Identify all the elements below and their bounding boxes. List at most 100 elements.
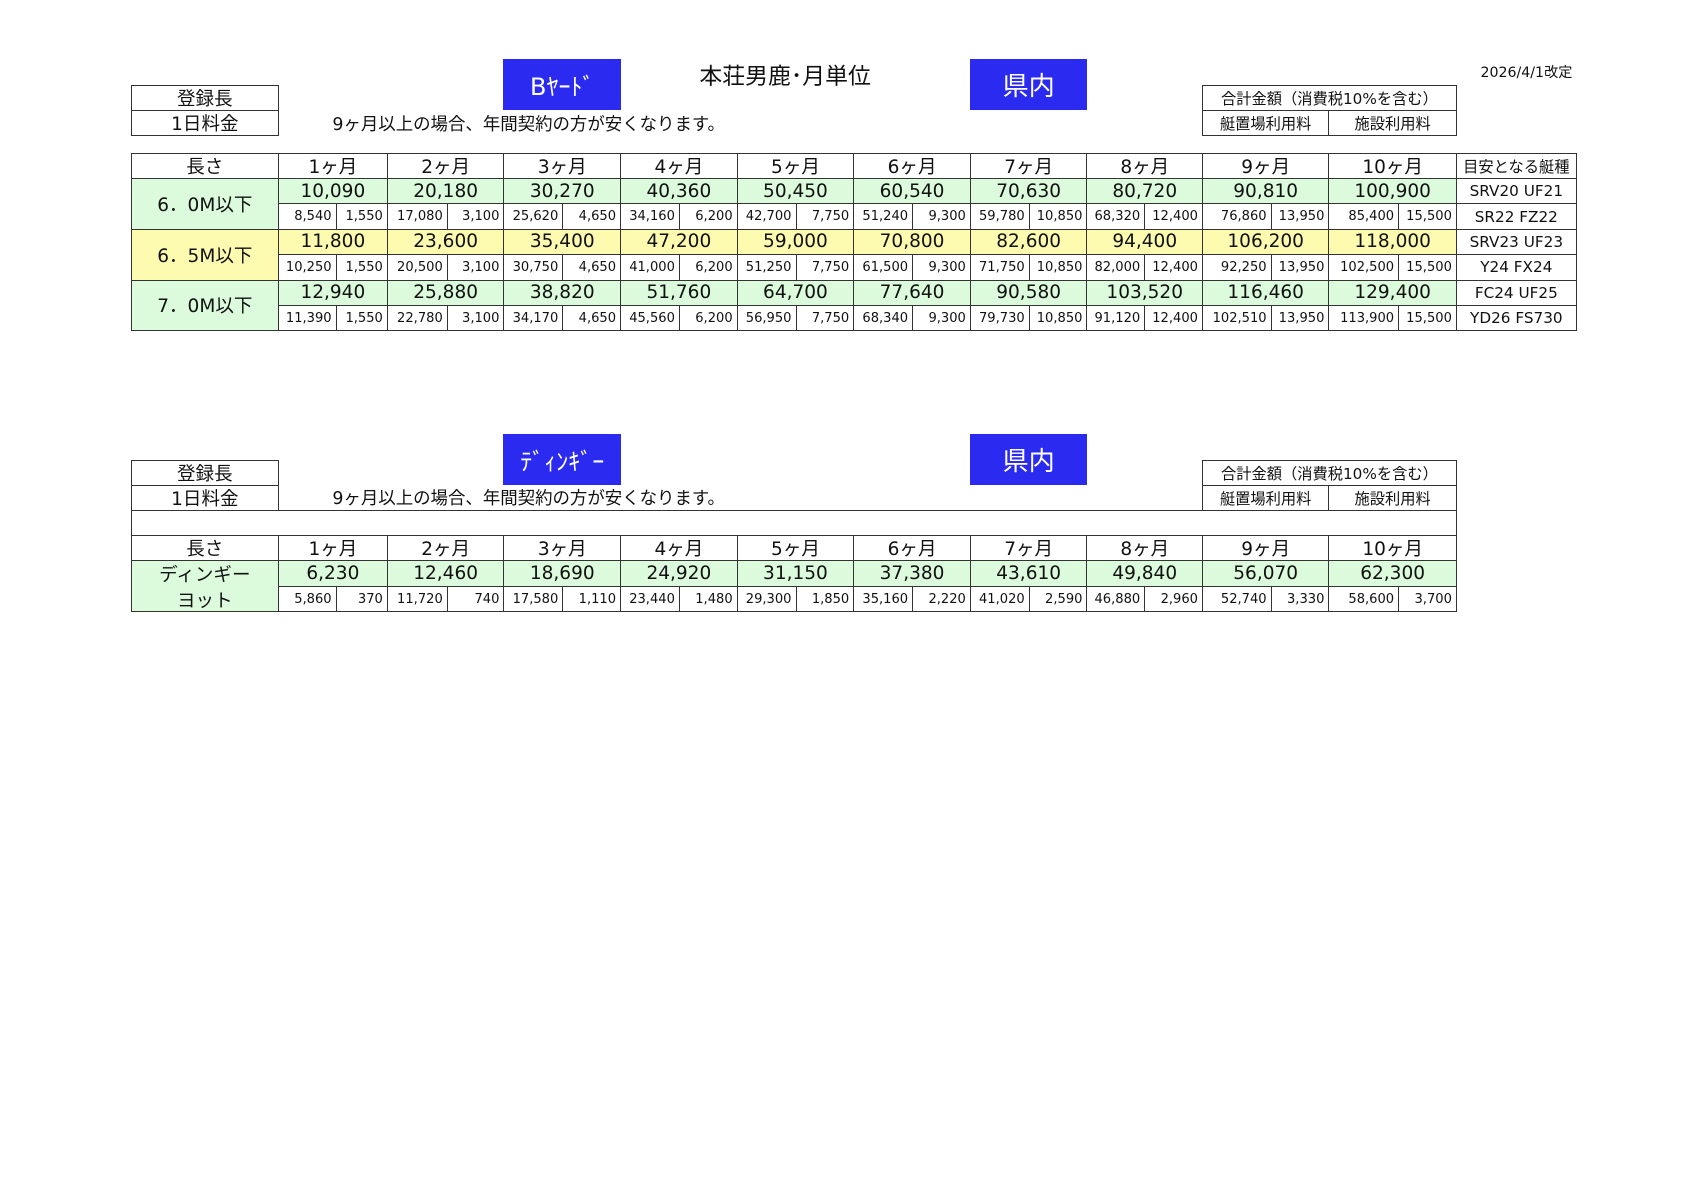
berth-fee: 45,560 xyxy=(620,304,680,332)
total-fee: 40,360 xyxy=(620,177,738,205)
berth-fee: 58,600 xyxy=(1328,585,1400,613)
facility-fee: 12,400 xyxy=(1144,254,1203,281)
berth-fee: 59,780 xyxy=(969,203,1030,230)
column-header: 目安となる艇種 xyxy=(1455,152,1577,179)
total-fee: 64,700 xyxy=(736,279,855,306)
berth-fee: 35,160 xyxy=(853,585,914,613)
berth-fee: 71,750 xyxy=(969,254,1030,281)
berth-fee: 52,740 xyxy=(1201,585,1272,613)
total-fee: 43,610 xyxy=(969,560,1088,587)
facility-fee: 2,960 xyxy=(1144,585,1203,613)
facility-fee: 1,550 xyxy=(335,254,388,281)
empty-row xyxy=(130,510,1457,537)
note: 9ヶ月以上の場合、年間契約の方が安くなります。 xyxy=(332,114,725,135)
column-header: 7ヶ月 xyxy=(969,152,1088,179)
label-daily: 1日料金 xyxy=(130,110,279,137)
total-fee: 18,690 xyxy=(503,560,622,587)
facility-fee: 12,400 xyxy=(1144,304,1203,332)
berth-fee: 102,510 xyxy=(1201,304,1272,332)
total-fee: 38,820 xyxy=(503,279,622,306)
facility-fee: 3,700 xyxy=(1398,585,1457,613)
facility-fee: 7,750 xyxy=(795,203,855,230)
facility-fee: 9,300 xyxy=(912,254,971,281)
facility-fee: 4,650 xyxy=(562,203,622,230)
column-header: 9ヶ月 xyxy=(1201,152,1330,179)
berth-fee: 34,160 xyxy=(620,203,680,230)
berth-fee: 42,700 xyxy=(736,203,797,230)
label-length: 登録長 xyxy=(130,459,279,486)
berth-fee: 5,860 xyxy=(277,585,337,613)
total-fee: 35,400 xyxy=(503,228,622,256)
yard-badge: ﾃﾞｨﾝｷﾞｰ xyxy=(503,433,622,485)
total-fee: 116,460 xyxy=(1201,279,1330,306)
column-header: 2ヶ月 xyxy=(386,535,505,562)
berth-fee: 51,250 xyxy=(736,254,797,281)
total-fee: 103,520 xyxy=(1086,279,1203,306)
berth-fee: 41,000 xyxy=(620,254,680,281)
region-badge: 県内 xyxy=(969,433,1088,485)
facility-fee: 1,550 xyxy=(335,203,388,230)
title: 本荘男鹿･月単位 xyxy=(699,63,871,90)
total-fee: 50,450 xyxy=(736,177,855,205)
facility-fee: 740 xyxy=(446,585,505,613)
region-badge: 県内 xyxy=(969,58,1088,110)
total-fee: 70,630 xyxy=(969,177,1088,205)
boat-model: YD26 FS730 xyxy=(1455,304,1577,332)
berth-fee: 34,170 xyxy=(503,304,564,332)
facility-fee: 6,200 xyxy=(678,203,738,230)
column-header: 10ヶ月 xyxy=(1328,535,1457,562)
total-fee: 90,580 xyxy=(969,279,1088,306)
facility-fee: 2,590 xyxy=(1028,585,1088,613)
berth-fee: 22,780 xyxy=(386,304,448,332)
total-fee: 12,460 xyxy=(386,560,505,587)
total-fee: 59,000 xyxy=(736,228,855,256)
facility-fee: 10,850 xyxy=(1028,304,1088,332)
facility-fee: 3,100 xyxy=(446,304,505,332)
facility-fee: 10,850 xyxy=(1028,254,1088,281)
berth-fee: 17,080 xyxy=(386,203,448,230)
sub-label: 施設利用料 xyxy=(1328,110,1457,137)
berth-fee: 61,500 xyxy=(853,254,914,281)
sub-label: 艇置場利用料 xyxy=(1201,484,1330,511)
total-fee: 100,900 xyxy=(1328,177,1457,205)
total-fee: 24,920 xyxy=(620,560,738,587)
facility-fee: 1,550 xyxy=(335,304,388,332)
facility-fee: 1,480 xyxy=(678,585,738,613)
berth-fee: 23,440 xyxy=(620,585,680,613)
boat-model: FC24 UF25 xyxy=(1455,279,1577,306)
total-fee: 60,540 xyxy=(853,177,971,205)
total-fee: 10,090 xyxy=(277,177,388,205)
boat-model: SR22 FZ22 xyxy=(1455,203,1577,230)
facility-fee: 9,300 xyxy=(912,304,971,332)
facility-fee: 6,200 xyxy=(678,304,738,332)
facility-fee: 15,500 xyxy=(1398,254,1457,281)
column-header: 7ヶ月 xyxy=(969,535,1088,562)
facility-fee: 370 xyxy=(335,585,388,613)
berth-fee: 68,320 xyxy=(1086,203,1146,230)
facility-fee: 12,400 xyxy=(1144,203,1203,230)
berth-fee: 51,240 xyxy=(853,203,914,230)
total-fee: 56,070 xyxy=(1201,560,1330,587)
berth-fee: 29,300 xyxy=(736,585,797,613)
facility-fee: 13,950 xyxy=(1270,254,1330,281)
column-header: 10ヶ月 xyxy=(1328,152,1457,179)
row-label-text: 6．5M以下 xyxy=(157,245,253,267)
yard-badge: Bﾔｰﾄﾞ xyxy=(503,58,622,110)
facility-fee: 15,500 xyxy=(1398,304,1457,332)
row-label: 6．5M以下 xyxy=(130,228,279,281)
berth-fee: 56,950 xyxy=(736,304,797,332)
total-fee: 25,880 xyxy=(386,279,505,306)
row-label-text: ディンギー xyxy=(159,565,251,587)
facility-fee: 7,750 xyxy=(795,254,855,281)
total-fee: 23,600 xyxy=(386,228,505,256)
label-length: 登録長 xyxy=(130,85,279,112)
total-fee: 49,840 xyxy=(1086,560,1203,587)
berth-fee: 113,900 xyxy=(1328,304,1400,332)
berth-fee: 11,720 xyxy=(386,585,448,613)
total-fee: 20,180 xyxy=(386,177,505,205)
facility-fee: 3,330 xyxy=(1270,585,1330,613)
facility-fee: 3,100 xyxy=(446,203,505,230)
total-fee: 80,720 xyxy=(1086,177,1203,205)
berth-fee: 79,730 xyxy=(969,304,1030,332)
